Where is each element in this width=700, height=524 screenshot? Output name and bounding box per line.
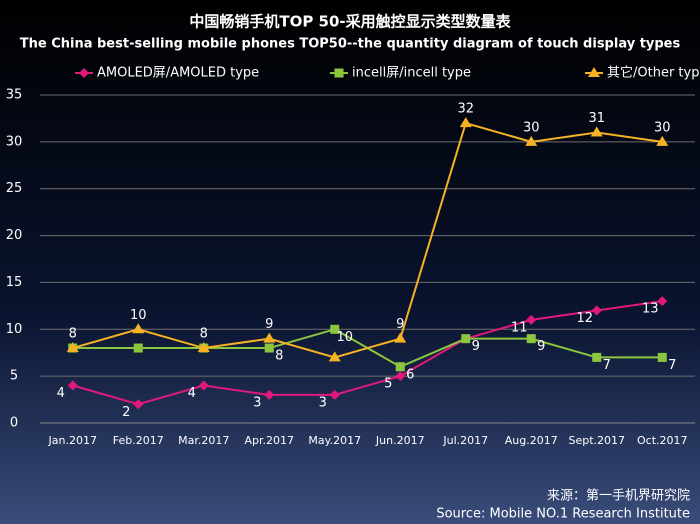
marker [461,334,471,344]
x-tick-label: Apr.2017 [244,434,294,447]
marker [459,117,472,128]
x-tick-label: Jan.2017 [48,434,97,447]
series-line [72,300,663,406]
legend-label: incell屏/incell type [352,66,471,81]
legend-label: AMOLED屏/AMOLED type [97,66,259,81]
series-line [72,121,663,359]
data-label: 8 [200,327,208,342]
marker [334,68,344,78]
marker [328,351,341,362]
data-label: 9 [472,339,480,354]
y-tick-label: 0 [10,416,18,431]
x-tick-label: Feb.2017 [113,434,164,447]
chart-subtitle: The China best-selling mobile phones TOP… [20,37,681,52]
y-tick-label: 25 [6,181,23,196]
marker [590,126,603,137]
marker [394,332,407,343]
marker [264,343,274,353]
marker [133,343,143,353]
marker [263,332,276,343]
marker [525,135,538,146]
marker [67,380,78,391]
x-tick-label: May.2017 [308,434,361,447]
y-tick-label: 10 [6,322,23,337]
marker [79,68,89,78]
y-tick-label: 5 [10,369,18,384]
y-tick-label: 30 [6,134,23,149]
marker [197,342,210,353]
legend-label: 其它/Other type [607,65,700,81]
source: 来源：第一手机界研究院 [547,489,690,504]
marker [526,314,537,325]
marker [133,399,144,410]
marker [656,135,669,146]
marker [591,305,602,316]
marker [264,389,275,400]
marker [329,389,340,400]
source: Source: Mobile NO.1 Research Institute [436,507,690,522]
data-label: 10 [336,330,353,345]
data-label: 13 [642,302,659,317]
data-label: 3 [319,395,327,410]
data-label: 4 [188,386,196,401]
data-label: 9 [396,317,404,332]
data-label: 6 [406,367,414,382]
x-tick-label: Jun.2017 [375,434,425,447]
chart-title: 中国畅销手机TOP 50-采用触控显示类型数量表 [189,13,511,31]
data-label: 3 [253,395,261,410]
data-label: 12 [576,311,593,326]
marker [526,334,536,344]
x-tick-label: Aug.2017 [505,434,558,447]
marker [588,67,600,77]
data-label: 11 [511,320,528,335]
x-tick-label: Mar.2017 [178,434,229,447]
x-tick-label: Sept.2017 [568,434,625,447]
data-label: 30 [523,120,540,135]
marker [592,352,602,362]
marker [330,324,340,334]
data-label: 32 [457,102,474,117]
marker [657,352,667,362]
data-label: 9 [537,339,545,354]
data-label: 8 [69,327,77,342]
marker [66,342,79,353]
data-label: 2 [122,405,130,420]
data-label: 5 [384,377,392,392]
data-label: 7 [603,358,611,373]
data-label: 10 [130,308,147,323]
data-label: 9 [265,317,273,332]
data-label: 8 [275,349,283,364]
data-label: 30 [654,120,671,135]
marker [198,380,209,391]
x-tick-label: Jul.2017 [442,434,488,447]
data-label: 4 [57,386,65,401]
y-tick-label: 35 [6,88,23,103]
data-label: 7 [668,358,676,373]
y-tick-label: 15 [6,275,23,290]
marker [395,362,405,372]
x-tick-label: Oct.2017 [637,434,688,447]
marker [395,371,406,382]
y-tick-label: 20 [6,228,23,243]
marker [132,323,145,334]
marker [657,296,668,307]
data-label: 31 [588,111,605,126]
